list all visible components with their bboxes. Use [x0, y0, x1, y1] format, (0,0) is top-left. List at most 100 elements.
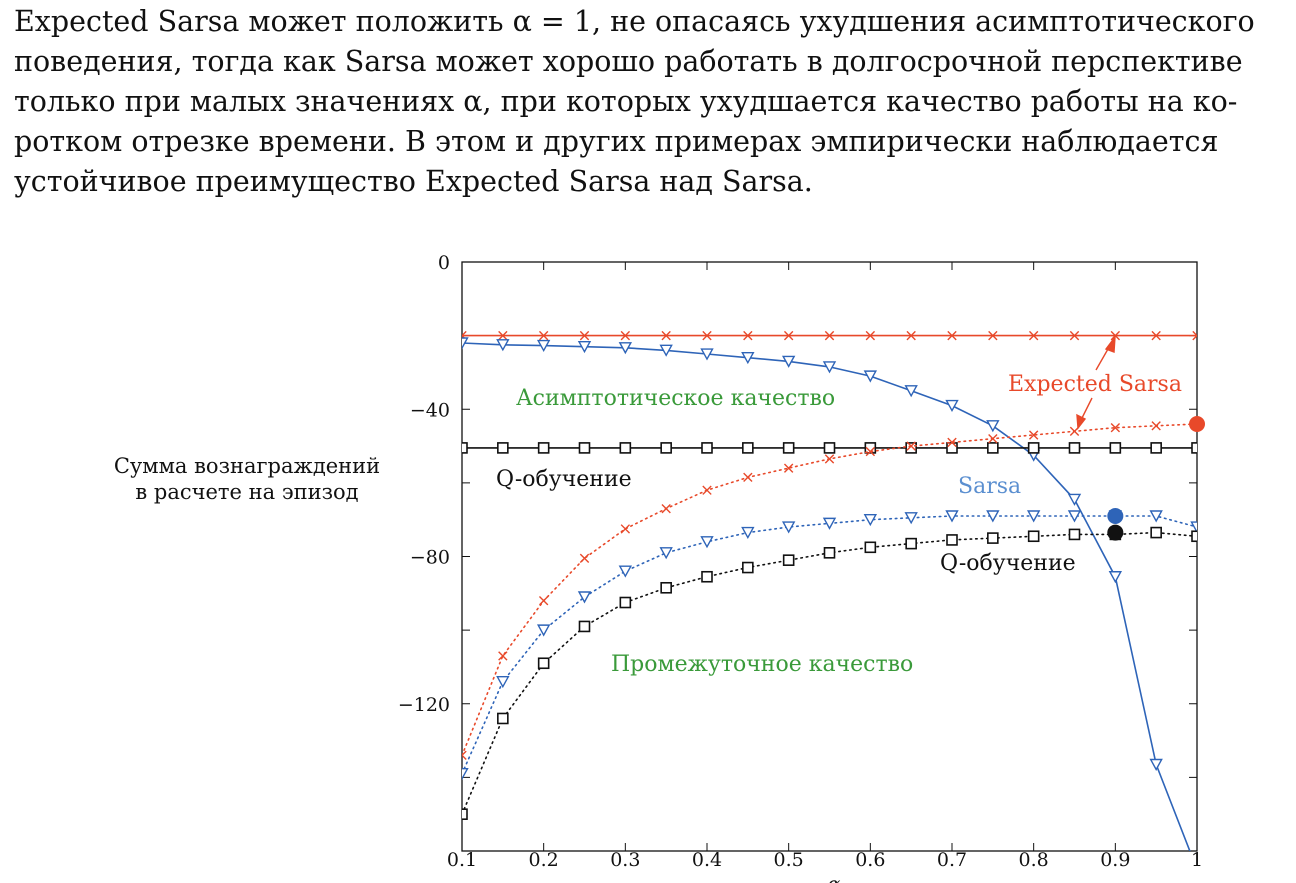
- triangle-marker: [1149, 510, 1163, 523]
- x-marker: [498, 330, 508, 341]
- square-marker: [660, 442, 672, 454]
- x-tick-label: 0.3: [610, 849, 640, 871]
- square-marker: [864, 442, 877, 454]
- triangle-marker: [536, 339, 551, 353]
- x-marker: [702, 485, 712, 495]
- annotation-q-learning-interim: Q-обучение: [940, 551, 1076, 576]
- paragraph-line: Expected Sarsa может положить α = 1, не …: [14, 5, 1255, 38]
- arrow-head-down: [1076, 413, 1087, 430]
- triangle-marker: [462, 767, 469, 781]
- triangle-marker: [462, 337, 469, 350]
- square-marker: [1027, 530, 1040, 543]
- square-marker: [946, 442, 958, 454]
- square-marker: [1027, 442, 1040, 454]
- annotation-asymptotic: Асимптотическое качество: [516, 386, 835, 411]
- x-marker: [947, 437, 957, 448]
- square-marker: [1109, 442, 1122, 454]
- x-tick-label: 0.6: [855, 849, 885, 871]
- square-marker: [782, 554, 795, 566]
- x-marker: [783, 463, 794, 473]
- x-marker: [824, 454, 835, 464]
- square-marker: [701, 570, 713, 583]
- expected-sarsa-arrows: [1076, 334, 1116, 430]
- square-marker: [462, 808, 468, 820]
- paragraph-line: только при малых значениях α, при которы…: [14, 85, 1238, 118]
- x-marker: [1069, 426, 1080, 437]
- triangle-marker: [496, 675, 510, 689]
- square-marker: [1068, 528, 1081, 541]
- x-marker: [1110, 422, 1121, 433]
- x-marker: [906, 330, 916, 341]
- series-es_interim: [462, 419, 1197, 760]
- square-marker: [619, 442, 632, 454]
- y-tick-label: −40: [410, 399, 450, 421]
- x-marker: [498, 651, 508, 661]
- annotation-q-learning-asymptotic: Q-обучение: [496, 467, 632, 492]
- series-es_asym: [462, 330, 1197, 341]
- square-marker: [742, 561, 754, 574]
- x-tick-label: 0.8: [1019, 849, 1049, 871]
- x-marker: [1151, 421, 1161, 431]
- square-marker: [497, 442, 509, 454]
- highlight-point-sarsa: [1107, 508, 1124, 525]
- x-tick-label: 0.2: [529, 849, 559, 871]
- square-marker: [987, 442, 999, 454]
- x-tick-label: 0.5: [774, 849, 804, 871]
- x-marker: [1028, 430, 1039, 440]
- square-marker: [905, 537, 917, 550]
- square-marker: [660, 581, 672, 594]
- y-tick-label: 0: [438, 252, 450, 274]
- triangle-marker: [822, 517, 837, 530]
- triangle-marker: [904, 385, 918, 398]
- triangle-marker: [1026, 510, 1041, 523]
- triangle-marker: [1067, 510, 1082, 523]
- triangle-marker: [659, 344, 673, 357]
- square-marker: [1068, 442, 1081, 454]
- paragraph-line: поведения, тогда как Sarsa может хорошо …: [14, 45, 1243, 78]
- x-marker: [462, 750, 467, 760]
- x-marker: [579, 330, 590, 341]
- axis-ticks: 0.1 0.2 0.3 0.4 0.5 0.6 0.7 0.8 0.9 1 0 −40 −80 −120: [398, 252, 1203, 871]
- square-marker: [462, 442, 468, 454]
- square-marker: [946, 534, 958, 546]
- square-marker: [1150, 526, 1162, 539]
- x-marker: [865, 330, 876, 341]
- x-marker: [538, 595, 549, 606]
- triangle-marker: [618, 565, 633, 578]
- x-marker: [988, 434, 998, 444]
- series-layer: [462, 330, 1197, 851]
- triangle-marker: [618, 342, 633, 355]
- x-marker: [1151, 330, 1161, 341]
- x-tick-label: 1: [1191, 849, 1203, 871]
- square-marker: [537, 442, 550, 454]
- x-tick-label: 0.4: [692, 849, 722, 871]
- annotation-expected-sarsa: Expected Sarsa: [1008, 372, 1182, 397]
- triangle-marker: [1108, 571, 1123, 584]
- x-tick-label: 0.1: [447, 849, 477, 871]
- square-marker: [1191, 442, 1197, 454]
- triangle-marker: [781, 521, 796, 534]
- arrow-head-up: [1104, 334, 1116, 353]
- triangle-marker: [1149, 758, 1163, 771]
- x-marker: [783, 330, 794, 341]
- x-marker: [743, 330, 753, 341]
- x-marker: [865, 446, 876, 457]
- triangle-marker: [986, 420, 1000, 433]
- paragraph-line: устойчивое преимущество Expected Sarsa н…: [14, 165, 813, 198]
- x-marker: [988, 330, 998, 341]
- y-axis-label-line1: Сумма вознаграждений: [114, 454, 380, 478]
- square-marker: [864, 541, 877, 554]
- triangle-marker: [904, 512, 918, 525]
- square-marker: [701, 442, 713, 454]
- square-marker: [497, 712, 509, 725]
- triangle-marker: [822, 361, 837, 374]
- y-tick-label: −120: [398, 694, 450, 716]
- triangle-marker: [945, 510, 959, 523]
- triangle-marker: [863, 513, 878, 527]
- series-sarsa_interim: [462, 510, 1197, 781]
- square-marker: [1150, 442, 1162, 454]
- triangle-marker: [741, 352, 755, 365]
- x-marker: [661, 330, 671, 341]
- x-marker: [906, 441, 916, 451]
